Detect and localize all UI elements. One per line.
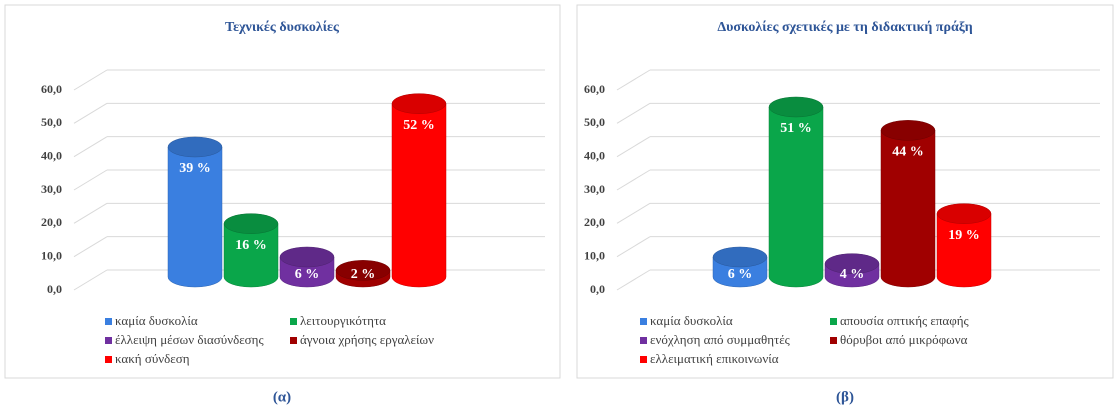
legend-swatch (290, 337, 297, 344)
grid-line (73, 169, 108, 191)
grid-line (73, 136, 108, 158)
bar (880, 130, 936, 288)
bar (391, 103, 447, 288)
grid-line (616, 202, 651, 224)
legend-label: θόρυβοι από μικρόφωνα (840, 332, 968, 347)
legend-swatch (640, 318, 647, 325)
y-tick-label: 20,0 (584, 215, 605, 229)
grid-line (73, 236, 108, 258)
bar-top (824, 253, 880, 274)
y-tick-label: 0,0 (47, 282, 62, 296)
legend-swatch (640, 356, 647, 363)
bar (936, 213, 992, 288)
panel-frame (576, 4, 1114, 379)
grid-line (73, 102, 108, 124)
value-label: 6 % (295, 267, 320, 282)
y-tick-label: 40,0 (41, 148, 62, 162)
legend-label: απουσία οπτικής επαφής (840, 313, 970, 328)
legend-label: ελλειματική επικοινωνία (650, 351, 779, 366)
bar-top (279, 246, 335, 268)
legend-label: ενόχληση από συμμαθητές (650, 332, 791, 347)
bar-top (880, 120, 936, 141)
y-tick-label: 30,0 (41, 182, 62, 196)
legend-swatch (105, 318, 112, 325)
y-tick-label: 50,0 (584, 115, 605, 129)
grid-line (616, 169, 651, 191)
caption: (β) (836, 389, 854, 405)
grid-line (616, 269, 651, 291)
chart-title: Δυσκολίες σχετικές με τη διδακτική πράξη (717, 20, 972, 35)
value-label: 6 % (728, 267, 753, 282)
bar-top (391, 93, 447, 114)
value-label: 39 % (179, 161, 211, 176)
y-tick-label: 10,0 (584, 248, 605, 262)
value-label: 4 % (840, 267, 865, 282)
y-tick-label: 10,0 (41, 248, 62, 262)
y-tick-label: 60,0 (41, 82, 62, 96)
grid-line (73, 69, 108, 91)
bar (223, 223, 279, 288)
grid-line (616, 136, 651, 158)
bar (768, 106, 824, 288)
bar (167, 146, 223, 288)
legend-label: άγνοια χρήσης εργαλείων (300, 332, 434, 347)
value-label: 2 % (351, 267, 376, 282)
bar-top (167, 136, 223, 158)
value-label: 16 % (235, 238, 267, 253)
value-label: 19 % (948, 228, 980, 243)
y-tick-label: 20,0 (41, 215, 62, 229)
y-tick-label: 0,0 (590, 282, 605, 296)
y-tick-label: 30,0 (584, 182, 605, 196)
legend-swatch (640, 337, 647, 344)
grid-line (616, 236, 651, 258)
value-label: 51 % (780, 121, 812, 136)
bar-top (712, 246, 768, 268)
y-tick-label: 50,0 (41, 115, 62, 129)
grid-line (616, 102, 651, 124)
grid-line (616, 69, 651, 91)
bar-top (936, 203, 992, 224)
value-label: 44 % (892, 145, 924, 160)
bar-top (223, 213, 279, 234)
legend-swatch (290, 318, 297, 325)
y-tick-label: 60,0 (584, 82, 605, 96)
value-label: 52 % (403, 118, 435, 133)
panel-frame (4, 4, 561, 379)
legend-swatch (105, 337, 112, 344)
legend-swatch (830, 337, 837, 344)
y-tick-label: 40,0 (584, 148, 605, 162)
chart-title: Τεχνικές δυσκολίες (225, 20, 340, 35)
legend-swatch (830, 318, 837, 325)
grid-line (73, 269, 108, 291)
caption: (α) (273, 389, 291, 405)
legend-label: έλλειψη μέσων διασύνδεσης (115, 332, 264, 347)
legend-label: λειτουργικότητα (300, 313, 386, 328)
legend-label: καμία δυσκολία (115, 313, 198, 328)
legend-label: κακή σύνδεση (115, 351, 190, 366)
legend-swatch (105, 356, 112, 363)
bar-top (335, 260, 391, 281)
bar-top (768, 96, 824, 118)
legend-label: καμία δυσκολία (650, 313, 733, 328)
grid-line (73, 202, 108, 224)
